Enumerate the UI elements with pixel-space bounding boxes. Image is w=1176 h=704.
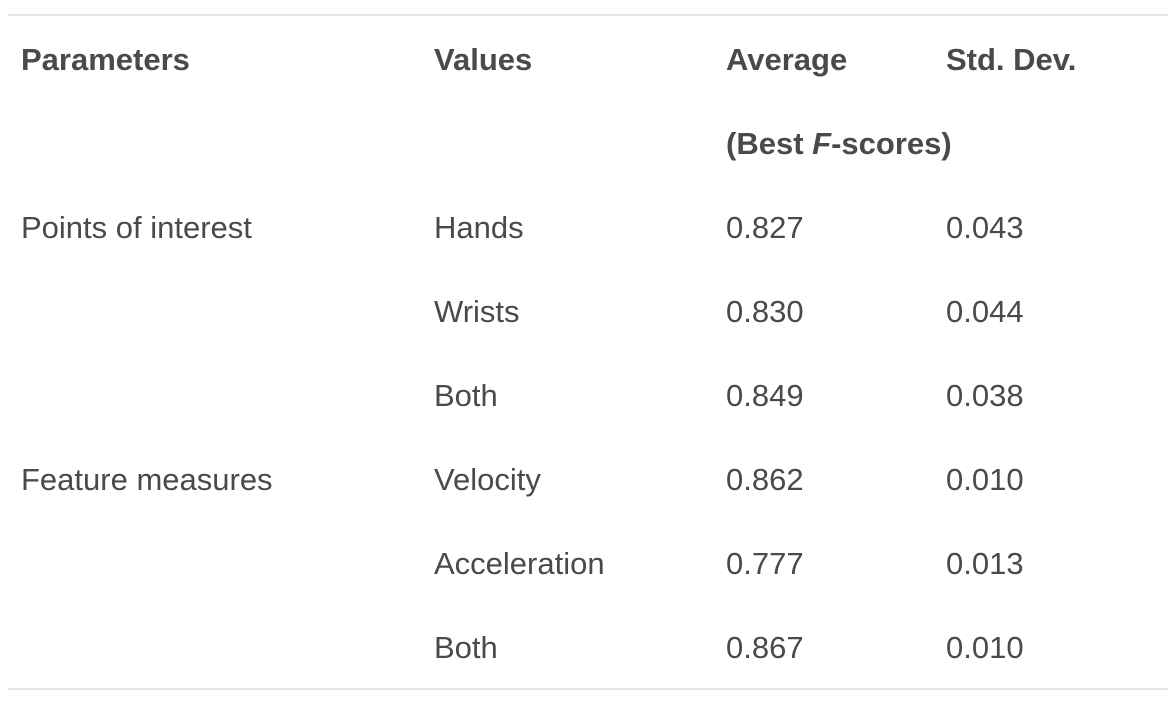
cell-average: 0.849 [726,378,804,413]
cell-std-dev: 0.038 [946,378,1024,413]
header-average-note: (Best F-scores) [726,102,952,186]
table-row: Acceleration 0.777 0.013 [0,522,1176,606]
cell-average: 0.827 [726,210,804,245]
header-std-dev: Std. Dev. [946,42,1077,77]
cell-value: Both [434,378,498,413]
results-table: Parameters Values Average Std. Dev. (Bes… [0,18,1176,690]
table-row: Both 0.867 0.010 [0,606,1176,690]
note-suffix: -scores) [831,126,952,161]
header-values: Values [434,42,533,77]
table-row: Points of interest Hands 0.827 0.043 [0,186,1176,270]
table-top-rule [8,14,1168,16]
cell-value: Both [434,630,498,665]
header-parameters: Parameters [21,42,190,77]
cell-value: Acceleration [434,546,605,581]
cell-std-dev: 0.010 [946,630,1024,665]
cell-std-dev: 0.044 [946,294,1024,329]
table-bottom-rule [8,688,1168,690]
cell-parameter: Points of interest [21,210,252,245]
table-header-row: Parameters Values Average Std. Dev. [0,18,1176,102]
table-row: Feature measures Velocity 0.862 0.010 [0,438,1176,522]
cell-parameter: Feature measures [21,462,273,497]
cell-average: 0.777 [726,546,804,581]
cell-std-dev: 0.043 [946,210,1024,245]
cell-average: 0.862 [726,462,804,497]
note-italic-f: F [812,126,832,161]
cell-std-dev: 0.013 [946,546,1024,581]
table-subheader-row: (Best F-scores) [0,102,1176,186]
cell-value: Wrists [434,294,520,329]
cell-value: Velocity [434,462,541,497]
table-row: Wrists 0.830 0.044 [0,270,1176,354]
note-prefix: (Best [726,126,813,161]
table-row: Both 0.849 0.038 [0,354,1176,438]
header-average: Average [726,42,848,77]
cell-average: 0.830 [726,294,804,329]
cell-std-dev: 0.010 [946,462,1024,497]
cell-average: 0.867 [726,630,804,665]
cell-value: Hands [434,210,524,245]
